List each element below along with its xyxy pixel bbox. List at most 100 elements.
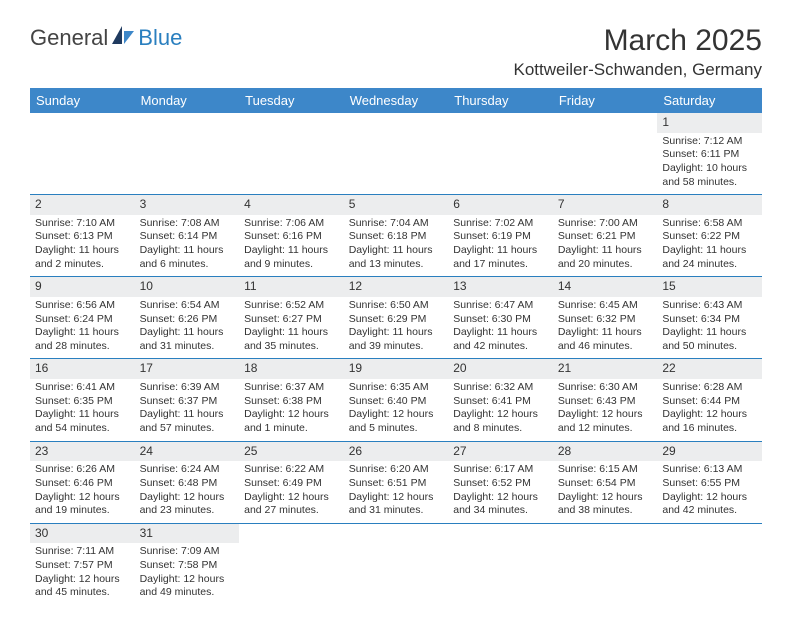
calendar-day-cell: 13Sunrise: 6:47 AMSunset: 6:30 PMDayligh… <box>448 277 553 359</box>
day-number: 21 <box>553 359 658 379</box>
calendar-day-cell: 24Sunrise: 6:24 AMSunset: 6:48 PMDayligh… <box>135 441 240 523</box>
calendar-day-cell: 8Sunrise: 6:58 AMSunset: 6:22 PMDaylight… <box>657 195 762 277</box>
calendar-day-cell: 18Sunrise: 6:37 AMSunset: 6:38 PMDayligh… <box>239 359 344 441</box>
calendar-table: Sunday Monday Tuesday Wednesday Thursday… <box>30 88 762 605</box>
day-number: 25 <box>239 442 344 462</box>
day-details: Sunrise: 6:43 AMSunset: 6:34 PMDaylight:… <box>662 299 757 354</box>
day-details: Sunrise: 6:47 AMSunset: 6:30 PMDaylight:… <box>453 299 548 354</box>
page-title: March 2025 <box>513 24 762 58</box>
day-number: 22 <box>657 359 762 379</box>
calendar-day-cell: 7Sunrise: 7:00 AMSunset: 6:21 PMDaylight… <box>553 195 658 277</box>
day-details: Sunrise: 7:04 AMSunset: 6:18 PMDaylight:… <box>349 217 444 272</box>
calendar-week-row: 9Sunrise: 6:56 AMSunset: 6:24 PMDaylight… <box>30 277 762 359</box>
calendar-day-cell: 17Sunrise: 6:39 AMSunset: 6:37 PMDayligh… <box>135 359 240 441</box>
day-details: Sunrise: 7:09 AMSunset: 7:58 PMDaylight:… <box>140 545 235 600</box>
calendar-day-cell <box>239 113 344 195</box>
day-number: 4 <box>239 195 344 215</box>
calendar-day-cell: 15Sunrise: 6:43 AMSunset: 6:34 PMDayligh… <box>657 277 762 359</box>
logo-text-blue: Blue <box>138 25 182 51</box>
day-details: Sunrise: 6:52 AMSunset: 6:27 PMDaylight:… <box>244 299 339 354</box>
day-number: 6 <box>448 195 553 215</box>
day-details: Sunrise: 7:02 AMSunset: 6:19 PMDaylight:… <box>453 217 548 272</box>
day-details: Sunrise: 6:45 AMSunset: 6:32 PMDaylight:… <box>558 299 653 354</box>
calendar-day-cell <box>239 523 344 605</box>
day-number: 18 <box>239 359 344 379</box>
day-details: Sunrise: 6:22 AMSunset: 6:49 PMDaylight:… <box>244 463 339 518</box>
calendar-day-cell: 31Sunrise: 7:09 AMSunset: 7:58 PMDayligh… <box>135 523 240 605</box>
calendar-day-cell: 5Sunrise: 7:04 AMSunset: 6:18 PMDaylight… <box>344 195 449 277</box>
day-details: Sunrise: 6:13 AMSunset: 6:55 PMDaylight:… <box>662 463 757 518</box>
day-number: 27 <box>448 442 553 462</box>
calendar-week-row: 1Sunrise: 7:12 AMSunset: 6:11 PMDaylight… <box>30 113 762 195</box>
day-number: 5 <box>344 195 449 215</box>
day-number: 7 <box>553 195 658 215</box>
calendar-day-cell: 25Sunrise: 6:22 AMSunset: 6:49 PMDayligh… <box>239 441 344 523</box>
weekday-header: Thursday <box>448 88 553 113</box>
calendar-day-cell: 10Sunrise: 6:54 AMSunset: 6:26 PMDayligh… <box>135 277 240 359</box>
day-details: Sunrise: 6:54 AMSunset: 6:26 PMDaylight:… <box>140 299 235 354</box>
calendar-day-cell <box>30 113 135 195</box>
calendar-week-row: 2Sunrise: 7:10 AMSunset: 6:13 PMDaylight… <box>30 195 762 277</box>
calendar-day-cell <box>448 113 553 195</box>
title-block: March 2025 Kottweiler-Schwanden, Germany <box>513 24 762 80</box>
calendar-day-cell <box>657 523 762 605</box>
day-number: 12 <box>344 277 449 297</box>
day-details: Sunrise: 7:12 AMSunset: 6:11 PMDaylight:… <box>662 135 757 190</box>
header: General Blue March 2025 Kottweiler-Schwa… <box>30 24 762 80</box>
weekday-header: Sunday <box>30 88 135 113</box>
day-details: Sunrise: 7:11 AMSunset: 7:57 PMDaylight:… <box>35 545 130 600</box>
calendar-day-cell: 16Sunrise: 6:41 AMSunset: 6:35 PMDayligh… <box>30 359 135 441</box>
day-details: Sunrise: 6:24 AMSunset: 6:48 PMDaylight:… <box>140 463 235 518</box>
calendar-day-cell <box>344 113 449 195</box>
day-details: Sunrise: 7:08 AMSunset: 6:14 PMDaylight:… <box>140 217 235 272</box>
day-number: 1 <box>657 113 762 133</box>
day-number: 8 <box>657 195 762 215</box>
day-details: Sunrise: 6:30 AMSunset: 6:43 PMDaylight:… <box>558 381 653 436</box>
day-number: 31 <box>135 524 240 544</box>
calendar-week-row: 23Sunrise: 6:26 AMSunset: 6:46 PMDayligh… <box>30 441 762 523</box>
calendar-day-cell <box>344 523 449 605</box>
day-number: 17 <box>135 359 240 379</box>
calendar-day-cell <box>448 523 553 605</box>
day-details: Sunrise: 6:50 AMSunset: 6:29 PMDaylight:… <box>349 299 444 354</box>
location-label: Kottweiler-Schwanden, Germany <box>513 60 762 80</box>
weekday-header: Wednesday <box>344 88 449 113</box>
logo-text-general: General <box>30 25 108 51</box>
day-details: Sunrise: 6:56 AMSunset: 6:24 PMDaylight:… <box>35 299 130 354</box>
calendar-week-row: 16Sunrise: 6:41 AMSunset: 6:35 PMDayligh… <box>30 359 762 441</box>
day-number: 29 <box>657 442 762 462</box>
weekday-header: Saturday <box>657 88 762 113</box>
day-number: 28 <box>553 442 658 462</box>
calendar-week-row: 30Sunrise: 7:11 AMSunset: 7:57 PMDayligh… <box>30 523 762 605</box>
calendar-day-cell: 26Sunrise: 6:20 AMSunset: 6:51 PMDayligh… <box>344 441 449 523</box>
day-number: 2 <box>30 195 135 215</box>
calendar-day-cell: 22Sunrise: 6:28 AMSunset: 6:44 PMDayligh… <box>657 359 762 441</box>
calendar-day-cell: 12Sunrise: 6:50 AMSunset: 6:29 PMDayligh… <box>344 277 449 359</box>
calendar-body: 1Sunrise: 7:12 AMSunset: 6:11 PMDaylight… <box>30 113 762 605</box>
calendar-page: General Blue March 2025 Kottweiler-Schwa… <box>0 0 792 629</box>
day-details: Sunrise: 6:39 AMSunset: 6:37 PMDaylight:… <box>140 381 235 436</box>
day-number: 24 <box>135 442 240 462</box>
day-number: 9 <box>30 277 135 297</box>
day-details: Sunrise: 6:20 AMSunset: 6:51 PMDaylight:… <box>349 463 444 518</box>
day-number: 19 <box>344 359 449 379</box>
calendar-day-cell: 1Sunrise: 7:12 AMSunset: 6:11 PMDaylight… <box>657 113 762 195</box>
calendar-day-cell: 20Sunrise: 6:32 AMSunset: 6:41 PMDayligh… <box>448 359 553 441</box>
calendar-day-cell: 4Sunrise: 7:06 AMSunset: 6:16 PMDaylight… <box>239 195 344 277</box>
calendar-day-cell: 3Sunrise: 7:08 AMSunset: 6:14 PMDaylight… <box>135 195 240 277</box>
day-number: 13 <box>448 277 553 297</box>
calendar-day-cell: 23Sunrise: 6:26 AMSunset: 6:46 PMDayligh… <box>30 441 135 523</box>
calendar-day-cell: 21Sunrise: 6:30 AMSunset: 6:43 PMDayligh… <box>553 359 658 441</box>
day-details: Sunrise: 6:37 AMSunset: 6:38 PMDaylight:… <box>244 381 339 436</box>
calendar-day-cell <box>135 113 240 195</box>
day-details: Sunrise: 6:28 AMSunset: 6:44 PMDaylight:… <box>662 381 757 436</box>
calendar-day-cell: 6Sunrise: 7:02 AMSunset: 6:19 PMDaylight… <box>448 195 553 277</box>
weekday-header: Tuesday <box>239 88 344 113</box>
logo: General Blue <box>30 24 182 52</box>
day-number: 23 <box>30 442 135 462</box>
calendar-day-cell: 30Sunrise: 7:11 AMSunset: 7:57 PMDayligh… <box>30 523 135 605</box>
logo-sail-icon <box>110 24 136 52</box>
day-details: Sunrise: 7:00 AMSunset: 6:21 PMDaylight:… <box>558 217 653 272</box>
calendar-day-cell: 14Sunrise: 6:45 AMSunset: 6:32 PMDayligh… <box>553 277 658 359</box>
day-details: Sunrise: 6:15 AMSunset: 6:54 PMDaylight:… <box>558 463 653 518</box>
